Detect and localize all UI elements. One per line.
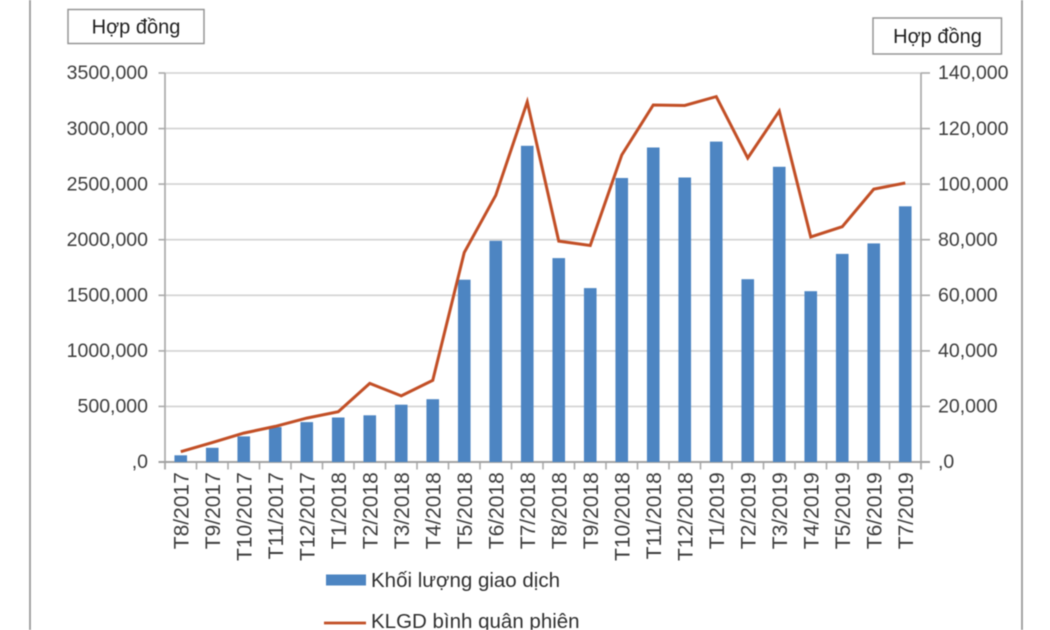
svg-text:T1/2018: T1/2018 — [328, 472, 351, 549]
svg-text:T11/2018: T11/2018 — [643, 472, 666, 559]
svg-text:100,000: 100,000 — [938, 173, 1009, 195]
svg-text:,0: ,0 — [938, 451, 954, 473]
svg-text:80,000: 80,000 — [938, 229, 998, 251]
svg-text:,0: ,0 — [132, 451, 148, 473]
svg-text:T4/2019: T4/2019 — [800, 472, 823, 549]
svg-text:T12/2018: T12/2018 — [674, 472, 697, 561]
svg-text:T6/2018: T6/2018 — [485, 472, 508, 549]
svg-text:T1/2019: T1/2019 — [706, 472, 729, 549]
svg-text:Hợp đồng: Hợp đồng — [893, 26, 982, 48]
svg-text:KLGD bình quân phiên: KLGD bình quân phiên — [371, 610, 580, 630]
svg-text:T10/2018: T10/2018 — [611, 472, 634, 561]
svg-text:T7/2019: T7/2019 — [895, 472, 918, 549]
svg-text:60,000: 60,000 — [938, 285, 998, 307]
svg-text:20,000: 20,000 — [938, 396, 998, 418]
svg-text:T12/2017: T12/2017 — [296, 472, 319, 561]
svg-text:140,000: 140,000 — [938, 62, 1009, 84]
svg-text:T8/2017: T8/2017 — [170, 472, 193, 549]
svg-text:T8/2018: T8/2018 — [548, 472, 571, 549]
svg-text:T9/2018: T9/2018 — [580, 472, 603, 549]
svg-text:T5/2018: T5/2018 — [454, 472, 477, 549]
svg-text:3000,000: 3000,000 — [67, 118, 148, 140]
svg-text:T2/2018: T2/2018 — [359, 472, 382, 549]
svg-text:T7/2018: T7/2018 — [517, 472, 540, 549]
svg-text:2500,000: 2500,000 — [67, 173, 148, 195]
svg-text:T4/2018: T4/2018 — [422, 472, 445, 549]
svg-text:T5/2019: T5/2019 — [832, 472, 855, 549]
svg-text:Khối lượng giao dịch: Khối lượng giao dịch — [371, 569, 560, 592]
svg-text:T6/2019: T6/2019 — [863, 472, 886, 549]
svg-text:T3/2018: T3/2018 — [391, 472, 414, 549]
svg-text:2000,000: 2000,000 — [67, 229, 148, 251]
svg-text:T9/2017: T9/2017 — [202, 472, 225, 549]
svg-text:40,000: 40,000 — [938, 340, 998, 362]
svg-text:500,000: 500,000 — [78, 396, 149, 418]
svg-text:T2/2019: T2/2019 — [737, 472, 760, 549]
svg-text:3500,000: 3500,000 — [67, 62, 148, 84]
svg-text:1000,000: 1000,000 — [67, 340, 148, 362]
svg-text:T11/2017: T11/2017 — [265, 472, 288, 559]
svg-text:120,000: 120,000 — [938, 118, 1009, 140]
svg-text:T10/2017: T10/2017 — [233, 472, 256, 561]
svg-text:Hợp đồng: Hợp đồng — [92, 17, 181, 39]
svg-text:1500,000: 1500,000 — [67, 285, 148, 307]
svg-text:T3/2019: T3/2019 — [769, 472, 792, 549]
